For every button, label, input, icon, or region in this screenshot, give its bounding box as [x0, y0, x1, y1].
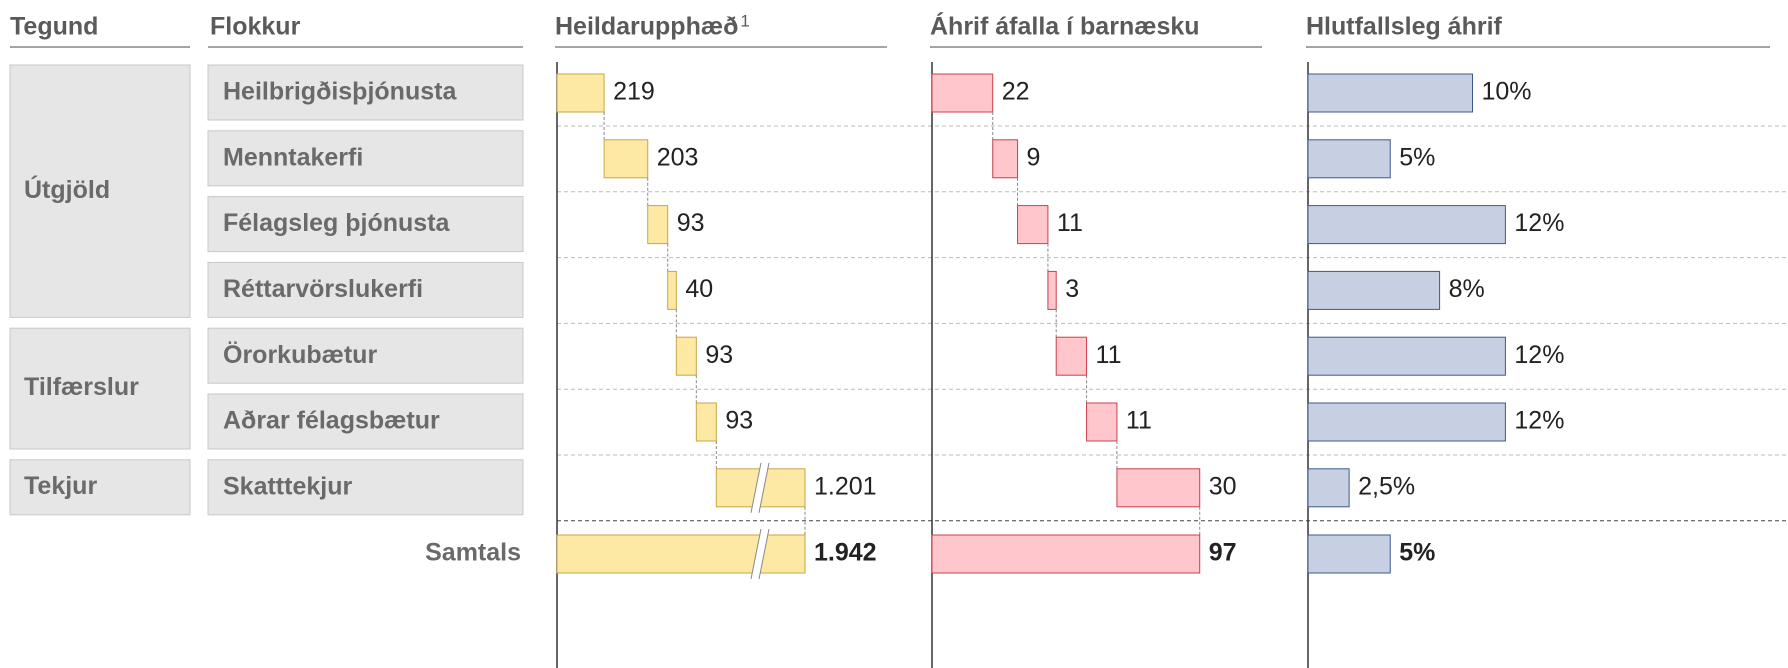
group-box — [9, 459, 191, 516]
bar — [1307, 402, 1506, 442]
value-label: 93 — [677, 209, 705, 237]
value-label: 10% — [1482, 78, 1532, 106]
group-label: Tilfærslur — [24, 373, 139, 401]
value-label: 93 — [705, 341, 733, 369]
category-label: Menntakerfi — [223, 143, 363, 171]
value-label: 1.942 — [814, 539, 877, 567]
value-label: 5% — [1399, 143, 1435, 171]
column-header: Hlutfallsleg áhrif — [1306, 13, 1503, 41]
category-box — [207, 261, 524, 318]
axis-break — [751, 462, 769, 513]
bar — [1116, 468, 1201, 508]
bar — [1307, 73, 1473, 113]
bar — [647, 205, 669, 245]
category-label: Félagsleg þjónusta — [223, 209, 451, 237]
category-label: Skatttekjur — [223, 472, 352, 500]
bar — [556, 534, 806, 574]
category-box — [207, 393, 524, 450]
bar — [1086, 402, 1118, 442]
bar — [1307, 139, 1391, 179]
bar — [667, 270, 677, 310]
category-box — [207, 64, 524, 121]
category-label: Réttarvörslukerfi — [223, 275, 423, 303]
category-box — [207, 196, 524, 253]
category-label: Aðrar félagsbætur — [223, 407, 440, 435]
value-label: 11 — [1096, 341, 1122, 369]
category-label: Örorkubætur — [223, 340, 377, 369]
category-box — [207, 459, 524, 516]
bar — [695, 402, 717, 442]
category-box — [207, 130, 524, 187]
bar — [1017, 205, 1049, 245]
bar — [1047, 270, 1057, 310]
value-label: 30 — [1209, 472, 1237, 500]
value-label: 5% — [1399, 539, 1435, 567]
axis-break — [758, 462, 770, 513]
category-label: Heilbrigðisþjónusta — [223, 78, 457, 106]
total-label: Samtals — [425, 539, 521, 567]
value-label: 219 — [613, 78, 655, 106]
bar — [1307, 270, 1441, 310]
axis-break — [758, 528, 770, 580]
value-label: 12% — [1514, 341, 1564, 369]
footnote-marker: 1 — [740, 11, 749, 30]
column-header: Heildarupphæð — [555, 13, 738, 41]
value-label: 2,5% — [1358, 472, 1415, 500]
axis-break — [751, 529, 769, 579]
value-label: 203 — [657, 143, 699, 171]
axis-break — [750, 462, 762, 513]
bar — [992, 139, 1019, 179]
value-label: 8% — [1449, 275, 1485, 303]
value-label: 12% — [1514, 209, 1564, 237]
value-label: 1.201 — [814, 472, 877, 500]
bar — [1307, 534, 1391, 574]
group-header: Tegund — [10, 13, 98, 41]
value-label: 11 — [1057, 209, 1083, 237]
bar — [1307, 468, 1350, 508]
value-label: 22 — [1002, 78, 1030, 106]
group-box — [9, 327, 191, 450]
group-box — [9, 64, 191, 318]
bar — [931, 73, 994, 113]
bar — [603, 139, 649, 179]
value-label: 9 — [1027, 143, 1041, 171]
value-label: 40 — [685, 275, 713, 303]
value-label: 11 — [1126, 407, 1152, 435]
bar — [1307, 205, 1506, 245]
group-label: Tekjur — [24, 472, 97, 500]
column-header: Áhrif áfalla í barnæsku — [930, 12, 1200, 41]
value-label: 12% — [1514, 407, 1564, 435]
category-box — [207, 327, 524, 384]
group-label: Útgjöld — [24, 174, 110, 204]
value-label: 3 — [1065, 275, 1079, 303]
value-label: 97 — [1209, 539, 1237, 567]
bar — [1055, 336, 1088, 376]
bar — [1307, 336, 1506, 376]
category-header: Flokkur — [210, 13, 301, 41]
value-label: 93 — [725, 407, 753, 435]
bar — [556, 73, 605, 113]
bar — [675, 336, 697, 376]
axis-break — [750, 528, 762, 580]
bar — [931, 534, 1201, 574]
